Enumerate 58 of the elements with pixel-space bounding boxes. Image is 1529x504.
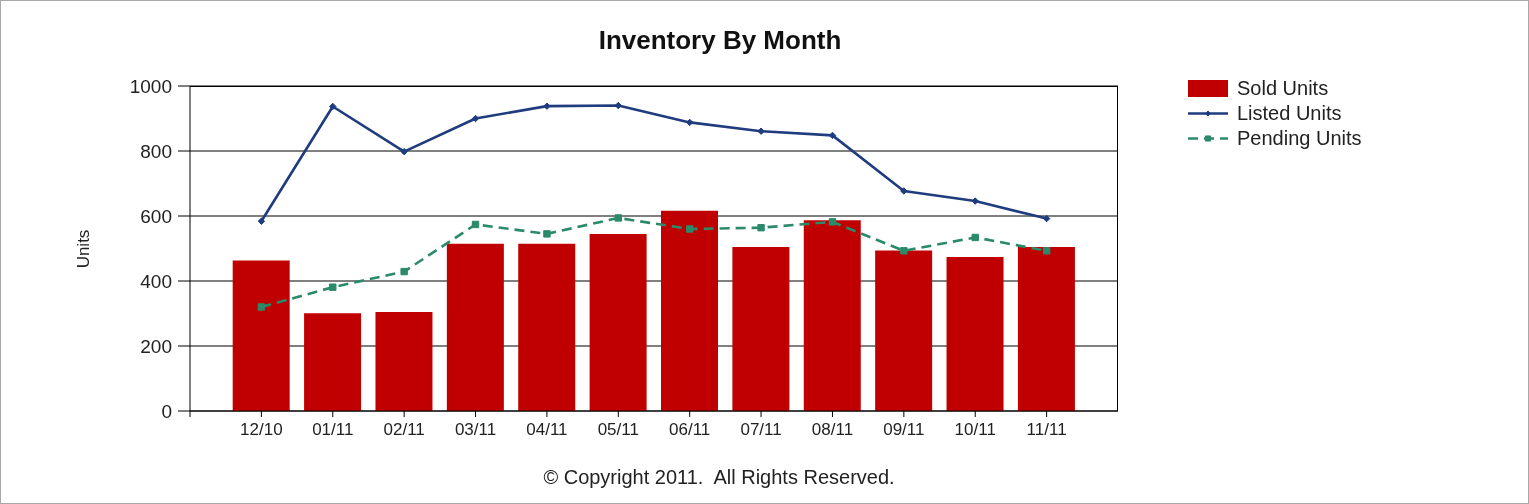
point <box>329 102 337 111</box>
x-tick-label: 02/11 <box>383 420 425 440</box>
point <box>828 218 837 226</box>
point <box>757 224 765 232</box>
point <box>1042 214 1051 223</box>
y-axis-title: Units <box>74 229 94 268</box>
text: © Copyright 2011. All Rights Reserved. <box>542 465 896 489</box>
bar <box>661 210 718 411</box>
point <box>757 127 765 135</box>
point <box>971 233 979 242</box>
point <box>971 197 979 205</box>
bar <box>518 243 576 411</box>
legend-label: Pending Units <box>1237 127 1362 150</box>
y-tick-label: 0 <box>161 400 172 422</box>
legend-label: Sold Units <box>1237 77 1329 100</box>
x-tick-label: 06/11 <box>669 420 711 440</box>
point <box>614 214 623 222</box>
y-tick-label: 1000 <box>129 75 172 97</box>
point <box>543 102 551 110</box>
legend-label: Listed Units <box>1237 102 1342 125</box>
x-tick-label: 08/11 <box>811 420 854 440</box>
x-tick-label: 10/11 <box>954 420 996 440</box>
point <box>900 247 908 255</box>
point <box>471 114 480 123</box>
x-tick-label: 11/11 <box>1026 420 1067 440</box>
point <box>400 267 408 276</box>
x-tick-label: 01/11 <box>312 420 354 440</box>
y-tick-label: 800 <box>140 140 172 162</box>
point <box>685 225 694 233</box>
x-tick-label: 09/11 <box>883 420 925 440</box>
bar <box>589 233 647 411</box>
point <box>329 283 337 291</box>
bar <box>304 313 362 411</box>
chart-title: Inventory By Month <box>597 25 843 55</box>
point <box>900 187 908 195</box>
y-tick-label: 200 <box>140 335 172 357</box>
bar <box>875 250 933 411</box>
point <box>471 220 480 229</box>
point <box>400 147 408 156</box>
y-tick-label: 400 <box>140 270 172 292</box>
bar <box>946 256 1004 411</box>
x-tick-label: 12/10 <box>240 420 283 440</box>
bar <box>803 220 861 411</box>
x-tick-label: 03/11 <box>454 420 497 440</box>
x-tick-label: 07/11 <box>740 420 782 440</box>
bar <box>732 246 790 411</box>
bar <box>446 243 504 411</box>
bar <box>232 260 290 411</box>
x-tick-label: 05/11 <box>597 420 639 440</box>
point <box>543 230 551 238</box>
point <box>828 131 837 140</box>
bar <box>375 311 433 411</box>
point <box>1042 247 1051 255</box>
y-tick-label: 600 <box>140 205 172 227</box>
x-tick-label: 04/11 <box>526 420 568 440</box>
point <box>257 303 266 311</box>
point <box>257 217 266 225</box>
bar <box>1017 246 1075 411</box>
